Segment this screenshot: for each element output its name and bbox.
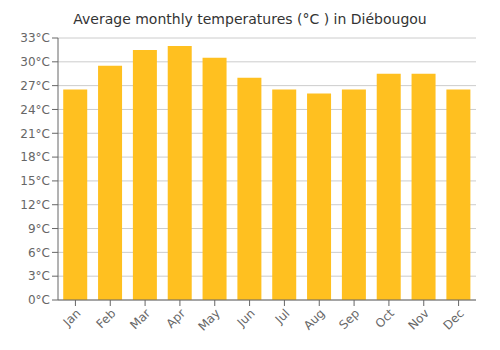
svg-text:27°C: 27°C [20,79,50,93]
svg-text:Apr: Apr [163,306,188,331]
svg-text:Feb: Feb [93,306,118,331]
svg-text:18°C: 18°C [20,150,50,164]
svg-text:3°C: 3°C [28,269,50,283]
svg-text:0°C: 0°C [28,293,50,307]
svg-text:Dec: Dec [440,306,466,332]
svg-text:21°C: 21°C [20,127,50,141]
svg-text:Sep: Sep [336,306,362,332]
svg-text:Jul: Jul [272,306,293,327]
svg-text:30°C: 30°C [20,55,50,69]
html-text:Average monthly temperatures (: Average monthly temperatures (°C ) in Di… [73,11,427,27]
svg-text:9°C: 9°C [28,222,50,236]
svg-text:Jan: Jan [60,306,84,330]
svg-text:Oct: Oct [372,306,397,331]
svg-text:12°C: 12°C [20,198,50,212]
svg-text:6°C: 6°C [28,246,50,260]
svg-text:24°C: 24°C [20,103,50,117]
svg-text:May: May [195,306,222,333]
svg-text:33°C: 33°C [20,31,50,45]
svg-text:Aug: Aug [301,306,327,332]
svg-text:Nov: Nov [405,306,431,332]
svg-text:Mar: Mar [127,306,153,332]
svg-text:Jun: Jun [234,306,258,330]
svg-text:15°C: 15°C [20,174,50,188]
